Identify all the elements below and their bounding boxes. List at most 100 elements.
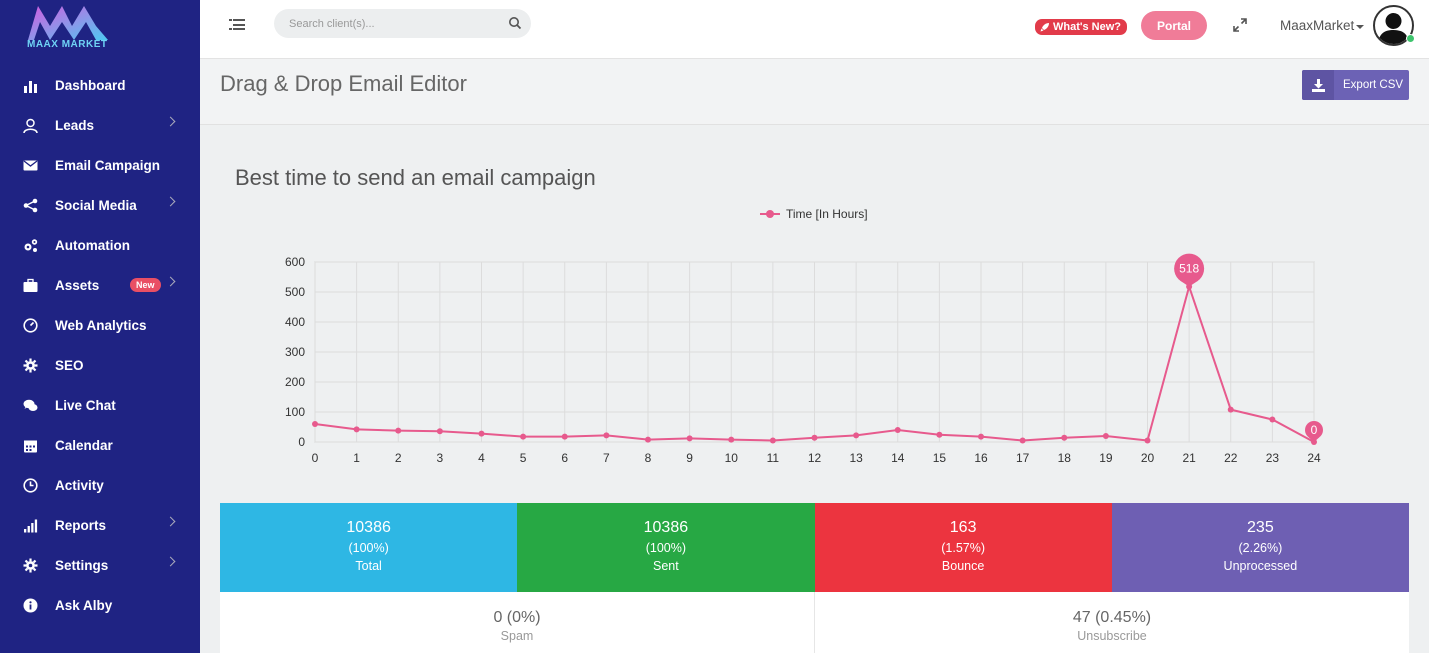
gear-icon (22, 557, 38, 573)
sidebar-item-label: Reports (55, 517, 107, 533)
sidebar-item-ask-alby[interactable]: Ask Alby (0, 585, 200, 625)
data-point (769, 437, 776, 444)
stat-label: Bounce (941, 559, 985, 573)
whats-new-label: What's New? (1053, 21, 1122, 33)
sidebar-item-assets[interactable]: Assets New (0, 265, 200, 305)
chevron-right-icon (165, 556, 176, 567)
envelope-icon (22, 157, 38, 173)
signal-icon (22, 517, 38, 533)
sidebar-item-label: Dashboard (55, 77, 126, 93)
user-silhouette-icon (1378, 13, 1409, 44)
x-tick-label: 11 (767, 451, 780, 465)
sidebar-item-email-campaign[interactable]: Email Campaign (0, 145, 200, 185)
stat-value: 235 (1247, 519, 1274, 536)
sidebar-item-reports[interactable]: Reports (0, 505, 200, 545)
sidebar-item-leads[interactable]: Leads (0, 105, 200, 145)
stat-label: Unprocessed (1223, 559, 1298, 573)
x-tick-label: 13 (849, 451, 863, 465)
data-label-bubble (1305, 421, 1323, 439)
bar-chart-icon (22, 77, 38, 93)
x-tick-label: 7 (603, 451, 610, 465)
online-status-dot (1406, 34, 1415, 43)
stat-value: 47 (0.45%) (1072, 609, 1152, 626)
data-point (1102, 433, 1109, 439)
x-tick-label: 1 (353, 451, 360, 465)
sidebar-item-settings[interactable]: Settings (0, 545, 200, 585)
data-point (1061, 434, 1068, 441)
menu-toggle-icon[interactable] (229, 18, 245, 32)
data-point (561, 433, 568, 440)
export-csv-button[interactable]: Export CSV (1302, 70, 1409, 100)
x-tick-label: 3 (437, 451, 444, 465)
sidebar-item-label: Assets (55, 277, 100, 293)
chevron-right-icon (165, 516, 176, 527)
fullscreen-icon[interactable] (1233, 18, 1247, 32)
x-tick-label: 22 (1224, 451, 1238, 465)
search-input[interactable] (274, 9, 531, 38)
page-title: Drag & Drop Email Editor (220, 71, 467, 96)
export-csv-label: Export CSV (1343, 79, 1404, 91)
legend-marker (766, 210, 774, 218)
sidebar-item-label: Settings (55, 557, 109, 573)
page-header: Drag & Drop Email Editor Export CSV (200, 59, 1429, 125)
sidebar-item-automation[interactable]: Automation (0, 225, 200, 265)
x-tick-label: 15 (933, 451, 947, 465)
stat-value: 0 (0%) (493, 609, 541, 626)
x-tick-label: 5 (520, 451, 527, 465)
x-tick-label: 2 (395, 451, 402, 465)
x-tick-label: 4 (478, 451, 485, 465)
sidebar-item-social-media[interactable]: Social Media (0, 185, 200, 225)
sidebar-item-web-analytics[interactable]: Web Analytics (0, 305, 200, 345)
data-point (436, 428, 443, 435)
sidebar-item-activity[interactable]: Activity (0, 465, 200, 505)
sidebar-item-dashboard[interactable]: Dashboard (0, 65, 200, 105)
stats-row-secondary: 0 (0%) Spam 47 (0.45%) Unsubscribe (220, 592, 1409, 653)
data-point (520, 433, 527, 440)
y-tick-label: 600 (285, 255, 305, 269)
stat-card-unprocessed: 235 (2.26%) Unprocessed (1111, 503, 1409, 592)
chevron-down-icon[interactable] (1356, 25, 1364, 29)
calendar-icon (22, 437, 38, 453)
data-point (353, 426, 360, 433)
cogs-icon (22, 237, 38, 253)
new-badge: New (130, 278, 161, 292)
x-tick-label: 24 (1307, 451, 1321, 465)
sidebar-item-label: Leads (55, 117, 95, 133)
sidebar-item-seo[interactable]: SEO (0, 345, 200, 385)
data-point (312, 421, 318, 427)
chat-icon (22, 397, 38, 413)
x-tick-label: 10 (725, 451, 739, 465)
sidebar-item-label: Web Analytics (55, 317, 147, 333)
sidebar-item-label: Social Media (55, 197, 137, 213)
data-point (686, 435, 693, 442)
data-point (603, 432, 610, 439)
sidebar-item-label: SEO (55, 357, 84, 373)
data-point (1227, 406, 1234, 413)
x-tick-label: 21 (1182, 451, 1196, 465)
info-icon (22, 597, 38, 613)
x-tick-label: 0 (312, 451, 319, 465)
stat-label: Unsubscribe (1077, 629, 1147, 643)
stat-label: Total (355, 559, 382, 573)
stat-card-spam: 0 (0%) Spam (220, 592, 815, 653)
logo-text: MAAX MARKET (27, 39, 108, 50)
data-point (811, 434, 818, 441)
whats-new-badge[interactable]: What's New? (1035, 19, 1128, 35)
sidebar-item-label: Calendar (55, 437, 113, 453)
y-tick-label: 100 (285, 405, 305, 419)
username[interactable]: MaaxMarket (1280, 18, 1355, 33)
data-point (1269, 416, 1276, 423)
y-tick-label: 300 (285, 345, 305, 359)
y-tick-label: 0 (298, 435, 305, 449)
sidebar-item-label: Live Chat (55, 397, 116, 413)
sidebar-item-live-chat[interactable]: Live Chat (0, 385, 200, 425)
portal-button[interactable]: Portal (1141, 11, 1207, 40)
data-point (728, 436, 735, 443)
search-icon[interactable] (508, 16, 522, 30)
x-tick-label: 9 (686, 451, 693, 465)
chart-title: Best time to send an email campaign (235, 165, 596, 190)
sidebar-item-calendar[interactable]: Calendar (0, 425, 200, 465)
briefcase-icon (22, 277, 38, 293)
data-point (478, 430, 485, 437)
maax-market-logo[interactable] (26, 4, 110, 52)
